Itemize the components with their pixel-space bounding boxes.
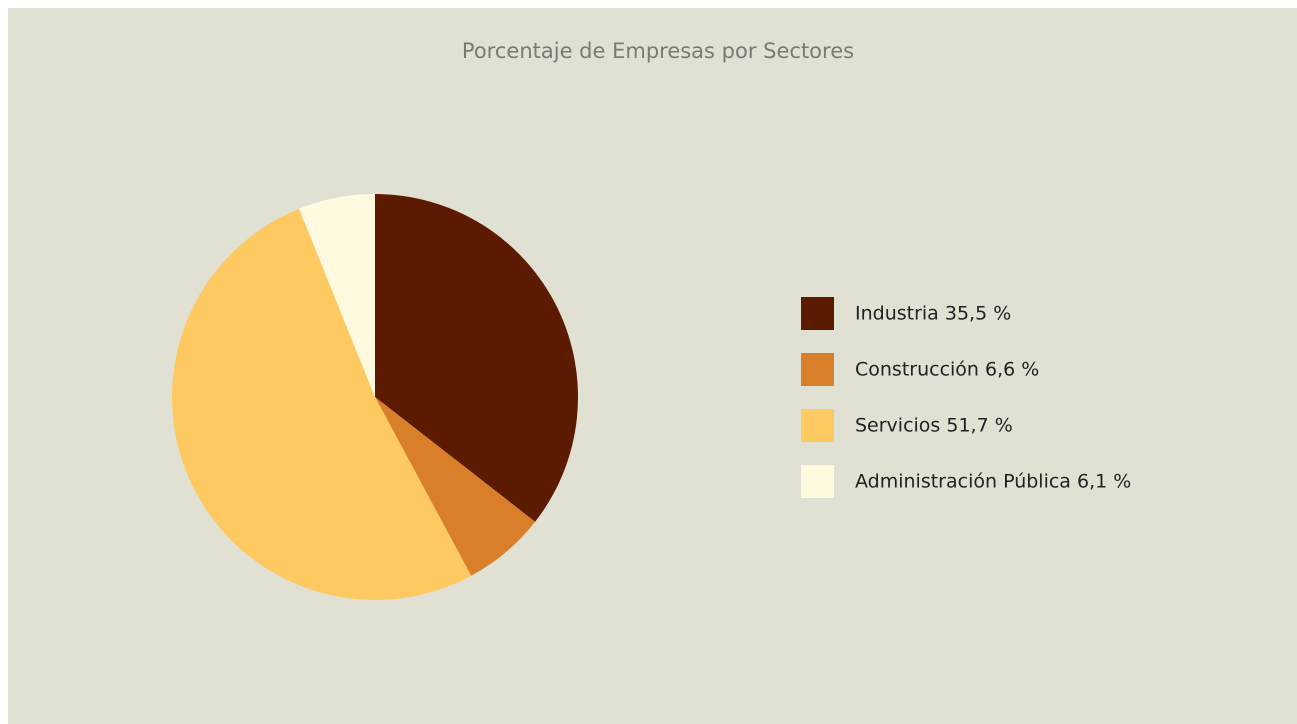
pie-slice — [375, 397, 536, 576]
legend-swatch — [801, 297, 834, 330]
legend-swatch — [801, 465, 834, 498]
legend-swatch — [801, 409, 834, 442]
legend-label: Construcción 6,6 % — [855, 359, 1039, 381]
legend-swatch — [801, 353, 834, 386]
legend-label: Administración Pública 6,1 % — [855, 471, 1131, 493]
pie-slice — [172, 208, 472, 600]
legend-label: Servicios 51,7 % — [855, 415, 1013, 437]
pie-slice — [375, 194, 579, 522]
pie-slice — [299, 194, 375, 397]
legend-label: Industria 35,5 % — [855, 303, 1011, 325]
chart-title: Porcentaje de Empresas por Sectores — [462, 39, 854, 63]
